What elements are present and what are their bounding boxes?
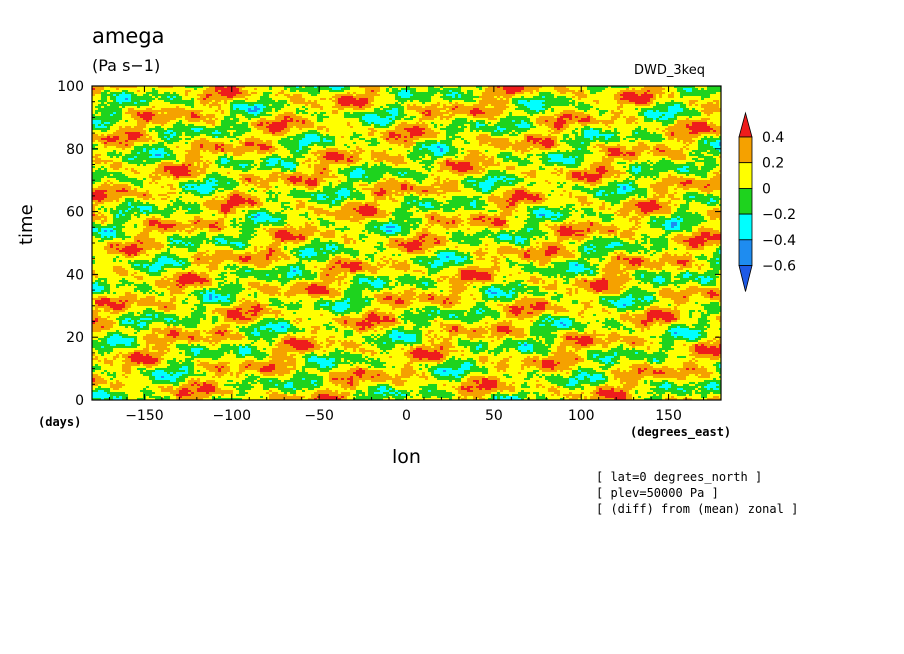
x-axis: −150 −100 −50 0 50 100 150 bbox=[108, 86, 705, 424]
x-tick-label: 100 bbox=[568, 408, 595, 424]
y-tick-label: 80 bbox=[66, 142, 84, 158]
x-unit-label: (degrees_east) bbox=[630, 425, 732, 439]
x-tick-label: 50 bbox=[485, 408, 503, 424]
x-tick-label: −50 bbox=[304, 408, 334, 424]
y-tick-label: 40 bbox=[66, 267, 84, 283]
x-axis-label: lon bbox=[392, 446, 421, 468]
note-diff: [ (diff) from (mean) zonal ] bbox=[596, 502, 799, 516]
y-unit-label: (days) bbox=[38, 415, 82, 429]
x-tick-label: 0 bbox=[402, 408, 411, 424]
note-lat: [ lat=0 degrees_north ] bbox=[596, 470, 763, 484]
y-tick-label: 20 bbox=[66, 330, 84, 346]
colorbar-swatch bbox=[738, 162, 753, 189]
colorbar-min-arrow bbox=[738, 265, 753, 292]
dataset-label: DWD_3keq bbox=[634, 63, 705, 78]
colorbar-swatch bbox=[738, 239, 753, 266]
colorbar-level-label: 0.4 bbox=[762, 130, 784, 146]
colorbar-swatch bbox=[738, 136, 753, 164]
colorbar-level-label: −0.2 bbox=[762, 207, 796, 223]
y-axis: 0 20 40 60 80 100 bbox=[57, 79, 721, 409]
colorbar: 0.4 0.2 0 −0.2 −0.4 −0.6 bbox=[738, 111, 796, 292]
chart-units: (Pa s−1) bbox=[92, 56, 161, 75]
x-tick-label: −100 bbox=[213, 408, 251, 424]
contour-field bbox=[92, 86, 721, 400]
colorbar-swatch bbox=[738, 213, 753, 241]
y-tick-label: 100 bbox=[57, 79, 84, 95]
colorbar-level-label: −0.6 bbox=[762, 259, 796, 275]
colorbar-swatch bbox=[738, 187, 753, 215]
colorbar-max-arrow bbox=[738, 111, 753, 138]
note-plev: [ plev=50000 Pa ] bbox=[596, 486, 719, 500]
x-tick-label: −150 bbox=[125, 408, 163, 424]
colorbar-level-label: −0.4 bbox=[762, 233, 796, 249]
y-tick-label: 0 bbox=[75, 393, 84, 409]
x-tick-label: 150 bbox=[655, 408, 682, 424]
y-tick-label: 60 bbox=[66, 205, 84, 221]
y-axis-label: time bbox=[16, 204, 37, 245]
chart-title: amega bbox=[92, 24, 165, 48]
colorbar-level-label: 0.2 bbox=[762, 156, 784, 172]
colorbar-level-label: 0 bbox=[762, 181, 771, 197]
